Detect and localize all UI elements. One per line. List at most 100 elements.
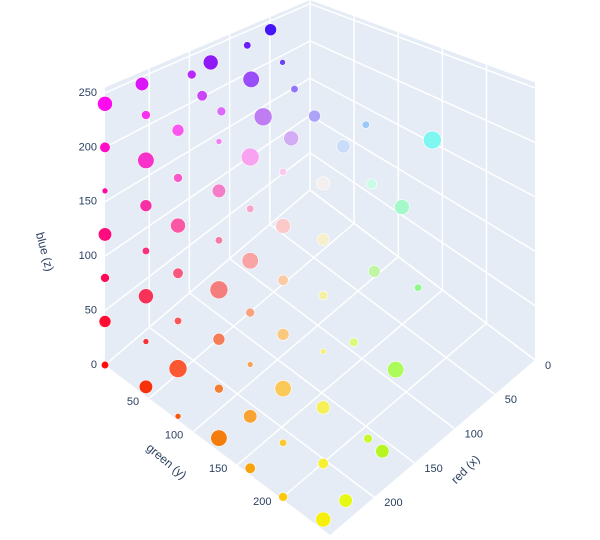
point bbox=[97, 96, 113, 112]
point bbox=[97, 227, 113, 242]
grid-line bbox=[104, 77, 311, 203]
tick-label: 200 bbox=[384, 497, 402, 509]
scene-background bbox=[105, 0, 535, 535]
tick-label: 150 bbox=[79, 196, 97, 208]
point bbox=[186, 69, 197, 80]
tick-label: 250 bbox=[79, 87, 97, 99]
point bbox=[278, 492, 288, 502]
point bbox=[142, 338, 150, 345]
point bbox=[173, 316, 183, 325]
grid-line bbox=[104, 40, 311, 149]
point bbox=[209, 280, 229, 300]
point bbox=[174, 412, 182, 420]
tick-label: 200 bbox=[253, 496, 271, 508]
tick-label: 100 bbox=[165, 430, 183, 442]
grid-line bbox=[188, 292, 415, 464]
point bbox=[387, 361, 405, 379]
point bbox=[413, 283, 423, 292]
tick-label: 50 bbox=[127, 396, 139, 408]
point bbox=[375, 444, 390, 459]
tick-label: 150 bbox=[209, 463, 227, 475]
grid-line bbox=[192, 256, 399, 433]
point bbox=[210, 429, 228, 447]
point bbox=[348, 337, 359, 348]
grid-line bbox=[309, 40, 536, 144]
point bbox=[134, 76, 150, 92]
point bbox=[171, 123, 185, 137]
point bbox=[338, 493, 353, 508]
grid-line bbox=[104, 114, 311, 257]
grid-line bbox=[229, 258, 456, 430]
point bbox=[423, 130, 442, 150]
point bbox=[253, 107, 273, 127]
point bbox=[394, 199, 410, 215]
wall-pane bbox=[105, 0, 310, 365]
point bbox=[243, 41, 252, 50]
grid-line bbox=[280, 322, 487, 499]
point bbox=[137, 151, 155, 169]
point bbox=[264, 23, 277, 36]
point bbox=[275, 218, 291, 234]
wall-pane bbox=[310, 0, 535, 360]
grid-line bbox=[309, 152, 536, 307]
grid-line bbox=[104, 152, 311, 312]
grid-line bbox=[269, 223, 496, 395]
grid-line bbox=[309, 3, 536, 89]
point bbox=[139, 199, 153, 212]
point bbox=[215, 138, 223, 145]
point bbox=[211, 183, 226, 198]
point bbox=[290, 84, 299, 94]
point bbox=[246, 361, 254, 368]
point bbox=[316, 400, 331, 415]
point bbox=[276, 328, 290, 341]
point bbox=[168, 359, 188, 378]
point bbox=[366, 178, 378, 190]
point bbox=[243, 409, 258, 424]
point bbox=[315, 511, 331, 528]
point bbox=[279, 438, 288, 447]
point bbox=[138, 379, 153, 394]
point bbox=[214, 236, 223, 245]
grid-line bbox=[309, 189, 536, 361]
point bbox=[141, 110, 151, 120]
tick-label: 50 bbox=[505, 394, 517, 406]
z-axis-title: blue (z) bbox=[33, 231, 57, 273]
point bbox=[101, 187, 109, 195]
point bbox=[173, 173, 183, 183]
point bbox=[363, 433, 373, 444]
floor-pane bbox=[105, 190, 535, 535]
x-axis-title: red (x) bbox=[448, 452, 482, 486]
tick-label: 50 bbox=[85, 304, 97, 316]
point bbox=[336, 139, 351, 154]
tick-label: 200 bbox=[79, 141, 97, 153]
point bbox=[170, 217, 186, 234]
point bbox=[212, 332, 226, 346]
tick-label: 0 bbox=[91, 359, 97, 371]
point bbox=[318, 290, 328, 301]
tick-label: 0 bbox=[545, 360, 551, 372]
grid-line bbox=[236, 289, 443, 466]
point bbox=[242, 70, 260, 88]
tick-label: 100 bbox=[79, 250, 97, 262]
point bbox=[214, 383, 224, 394]
point bbox=[241, 252, 259, 270]
point bbox=[244, 462, 256, 474]
point bbox=[99, 141, 111, 153]
point bbox=[368, 265, 381, 278]
y-axis-title: green (y) bbox=[144, 441, 190, 483]
point bbox=[274, 380, 292, 398]
point bbox=[100, 273, 110, 283]
point bbox=[100, 360, 110, 370]
point bbox=[245, 307, 255, 318]
points bbox=[97, 23, 442, 528]
point bbox=[202, 54, 219, 71]
axis-labels: 0 50 100 150 200 50 100 150 200 0 50 100 150 200 250 bbox=[79, 87, 551, 509]
point bbox=[138, 288, 154, 305]
point bbox=[279, 59, 286, 66]
point bbox=[141, 246, 150, 255]
point bbox=[319, 348, 327, 355]
point bbox=[317, 457, 329, 470]
point bbox=[316, 233, 330, 246]
point bbox=[98, 315, 112, 328]
